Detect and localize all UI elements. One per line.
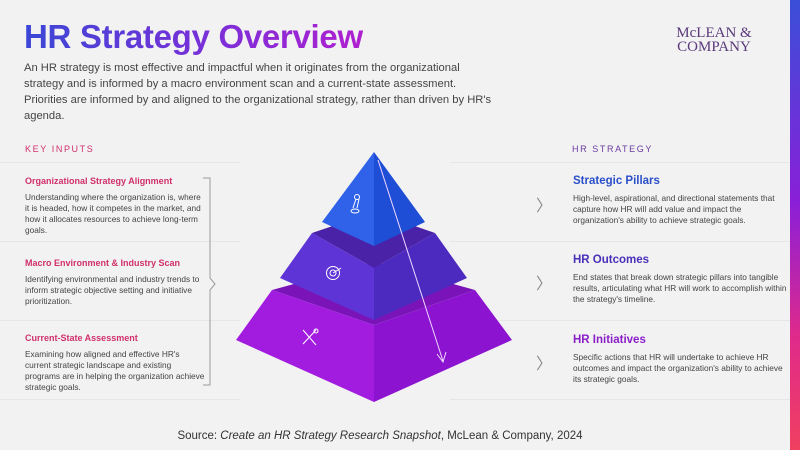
pyramid-tier-pillars	[322, 152, 425, 246]
divider	[450, 162, 790, 163]
key-inputs-heading: KEY INPUTS	[25, 144, 95, 154]
divider	[450, 399, 790, 400]
divider	[0, 320, 240, 321]
hr-strategy-item: HR Outcomes End states that break down st…	[573, 254, 787, 304]
divider	[0, 241, 240, 242]
source-citation: Source: Create an HR Strategy Research S…	[177, 430, 583, 442]
key-input-item: Macro Environment & Industry Scan Identif…	[25, 258, 200, 306]
company-logo: McLEAN & COMPANY	[676, 25, 752, 55]
hr-strategy-item: HR Initiatives Specific actions that HR w…	[573, 334, 783, 384]
divider	[450, 241, 790, 242]
divider	[0, 162, 240, 163]
intro-text: An HR strategy is most effective and imp…	[24, 62, 492, 122]
flow-arrow	[377, 159, 447, 364]
chevron-right-icon: 〉	[536, 276, 553, 293]
key-input-item: Organizational Strategy Alignment Underst…	[25, 176, 201, 235]
hr-strategy-item: Strategic Pillars High-level, aspirationa…	[573, 175, 775, 225]
key-input-item: Current-State Assessment Examining how al…	[25, 333, 205, 392]
divider	[0, 399, 240, 400]
page-title: HR Strategy Overview	[24, 18, 363, 55]
chevron-right-icon: 〉	[536, 356, 553, 373]
chevron-right-icon: 〉	[536, 198, 553, 215]
tools-icon	[302, 328, 319, 346]
brace	[203, 177, 216, 386]
gradient-edge-bar	[790, 0, 800, 450]
target-icon	[326, 266, 342, 280]
hr-strategy-heading: HR STRATEGY	[572, 144, 653, 154]
divider	[450, 320, 790, 321]
chess-piece-icon	[350, 194, 360, 214]
